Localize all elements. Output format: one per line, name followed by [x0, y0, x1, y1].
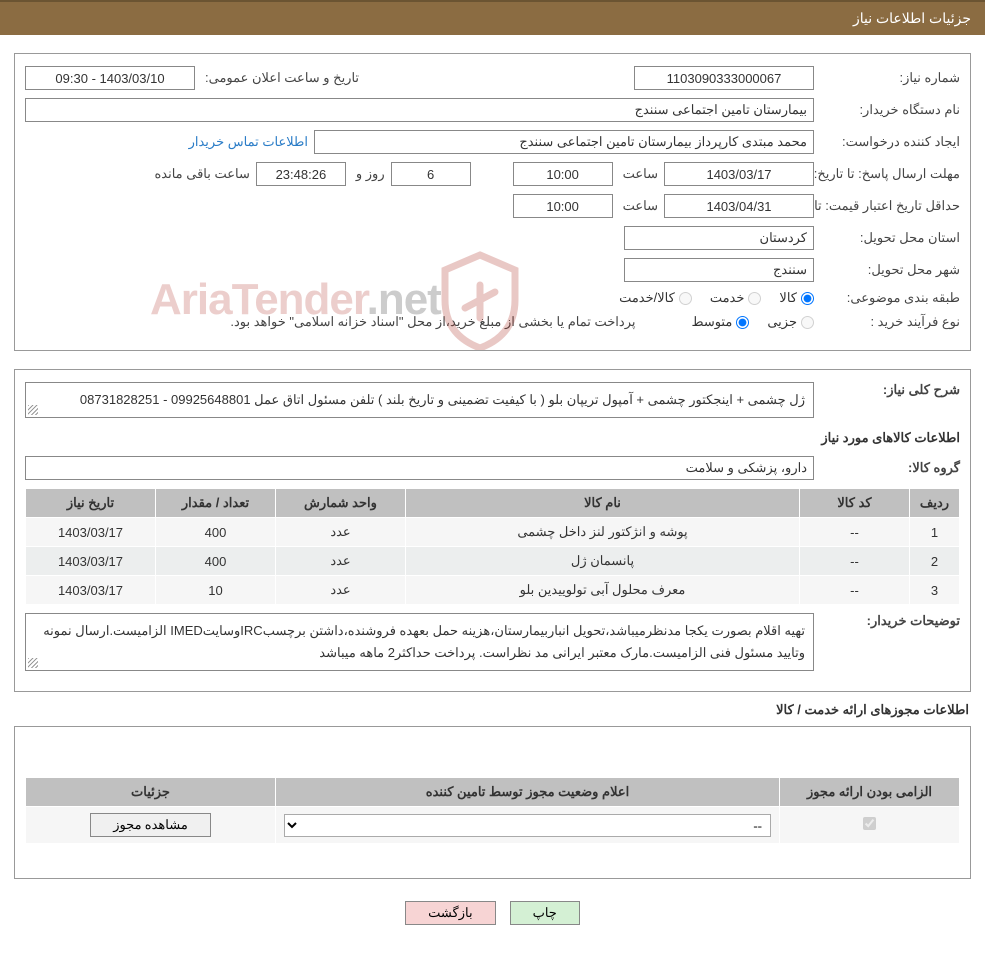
- cell-name: پوشه و انژکتور لنز داخل چشمی: [406, 518, 800, 547]
- cell-qty: 10: [156, 576, 276, 605]
- requester-field: محمد مبتدی کارپرداز بیمارستان تامین اجتم…: [314, 130, 814, 154]
- th-status: اعلام وضعیت مجوز توسط تامین کننده: [276, 778, 780, 807]
- requester-label: ایجاد کننده درخواست:: [820, 134, 960, 150]
- cell-unit: عدد: [276, 576, 406, 605]
- page-title: جزئیات اطلاعات نیاز: [853, 10, 971, 26]
- group-field: دارو، پزشکی و سلامت: [25, 456, 814, 480]
- cell-code: --: [800, 576, 910, 605]
- radio-partial-label: جزیی: [767, 314, 797, 330]
- city-field: سنندج: [624, 258, 814, 282]
- radio-goods[interactable]: [801, 292, 814, 305]
- cell-row: 3: [910, 576, 960, 605]
- desc-section: شرح کلی نیاز: ژل چشمی + اینجکتور چشمی + …: [14, 369, 971, 692]
- group-label: گروه کالا:: [820, 460, 960, 476]
- mandatory-checkbox[interactable]: [863, 817, 876, 830]
- payment-note: پرداخت تمام یا بخشی از مبلغ خرید،از محل …: [25, 314, 635, 330]
- cell-row: 1: [910, 518, 960, 547]
- table-row: 3--معرف محلول آبی تولوییدین بلوعدد101403…: [26, 576, 960, 605]
- th-unit: واحد شمارش: [276, 489, 406, 518]
- goods-info-title: اطلاعات کالاهای مورد نیاز: [25, 430, 960, 446]
- province-label: استان محل تحویل:: [820, 230, 960, 246]
- announce-label: تاریخ و ساعت اعلان عمومی:: [201, 70, 359, 86]
- radio-service-label: خدمت: [710, 290, 745, 306]
- category-radio-group: کالا خدمت کالا/خدمت: [605, 290, 814, 306]
- license-section-title: اطلاعات مجوزهای ارائه خدمت / کالا: [16, 702, 969, 718]
- th-code: کد کالا: [800, 489, 910, 518]
- cell-date: 1403/03/17: [26, 518, 156, 547]
- cell-name: معرف محلول آبی تولوییدین بلو: [406, 576, 800, 605]
- announce-field: 1403/03/10 - 09:30: [25, 66, 195, 90]
- validity-label: حداقل تاریخ اعتبار قیمت: تا تاریخ:: [820, 197, 960, 215]
- license-row: -- مشاهده مجوز: [26, 807, 960, 844]
- th-name: نام کالا: [406, 489, 800, 518]
- license-section: الزامی بودن ارائه مجوز اعلام وضعیت مجوز …: [14, 726, 971, 879]
- buyer-note-label: توضیحات خریدار:: [820, 613, 960, 629]
- cell-unit: عدد: [276, 547, 406, 576]
- radio-goods-service-label: کالا/خدمت: [619, 290, 675, 306]
- remain-label: ساعت باقی مانده: [150, 166, 249, 182]
- province-field: کردستان: [624, 226, 814, 250]
- th-mandatory: الزامی بودن ارائه مجوز: [780, 778, 960, 807]
- category-label: طبقه بندی موضوعی:: [820, 290, 960, 306]
- goods-table: ردیف کد کالا نام کالا واحد شمارش تعداد /…: [25, 488, 960, 605]
- view-license-button[interactable]: مشاهده مجوز: [90, 813, 211, 837]
- th-row: ردیف: [910, 489, 960, 518]
- th-date: تاریخ نیاز: [26, 489, 156, 518]
- process-radio-group: جزیی متوسط: [677, 314, 814, 330]
- buyer-note-text: تهیه اقلام بصورت یکجا مدنظرمیباشد،تحویل …: [25, 613, 814, 671]
- radio-medium[interactable]: [736, 316, 749, 329]
- cell-name: پانسمان ژل: [406, 547, 800, 576]
- footer-buttons: چاپ بازگشت: [0, 893, 985, 943]
- cell-date: 1403/03/17: [26, 547, 156, 576]
- status-select[interactable]: --: [284, 814, 771, 837]
- cell-qty: 400: [156, 547, 276, 576]
- need-no-label: شماره نیاز:: [820, 70, 960, 86]
- days-remain-field: 6: [391, 162, 471, 186]
- radio-goods-label: کالا: [779, 290, 797, 306]
- deadline-time-field: 10:00: [513, 162, 613, 186]
- time-label-1: ساعت: [619, 166, 658, 182]
- th-qty: تعداد / مقدار: [156, 489, 276, 518]
- buyer-org-field: بیمارستان تامین اجتماعی سنندج: [25, 98, 814, 122]
- need-no-field: 1103090333000067: [634, 66, 814, 90]
- time-label-2: ساعت: [619, 198, 658, 214]
- print-button[interactable]: چاپ: [510, 901, 580, 925]
- cell-code: --: [800, 518, 910, 547]
- table-row: 2--پانسمان ژلعدد4001403/03/17: [26, 547, 960, 576]
- cell-unit: عدد: [276, 518, 406, 547]
- deadline-date-field: 1403/03/17: [664, 162, 814, 186]
- radio-goods-service[interactable]: [679, 292, 692, 305]
- radio-medium-label: متوسط: [691, 314, 732, 330]
- license-table: الزامی بودن ارائه مجوز اعلام وضعیت مجوز …: [25, 777, 960, 844]
- resize-handle-icon[interactable]: [28, 405, 38, 415]
- cell-qty: 400: [156, 518, 276, 547]
- overall-label: شرح کلی نیاز:: [820, 382, 960, 398]
- overall-text: ژل چشمی + اینجکتور چشمی + آمپول تریپان ب…: [25, 382, 814, 418]
- validity-time-field: 10:00: [513, 194, 613, 218]
- cell-code: --: [800, 547, 910, 576]
- info-section: شماره نیاز: 1103090333000067 تاریخ و ساع…: [14, 53, 971, 351]
- days-label: روز و: [352, 166, 385, 182]
- deadline-label: مهلت ارسال پاسخ: تا تاریخ:: [820, 165, 960, 183]
- countdown-field: 23:48:26: [256, 162, 346, 186]
- validity-date-field: 1403/04/31: [664, 194, 814, 218]
- buyer-org-label: نام دستگاه خریدار:: [820, 102, 960, 118]
- resize-handle-icon[interactable]: [28, 658, 38, 668]
- table-row: 1--پوشه و انژکتور لنز داخل چشمیعدد400140…: [26, 518, 960, 547]
- th-details: جزئیات: [26, 778, 276, 807]
- page-header: جزئیات اطلاعات نیاز: [0, 0, 985, 35]
- city-label: شهر محل تحویل:: [820, 262, 960, 278]
- radio-partial[interactable]: [801, 316, 814, 329]
- cell-date: 1403/03/17: [26, 576, 156, 605]
- cell-row: 2: [910, 547, 960, 576]
- contact-link[interactable]: اطلاعات تماس خریدار: [189, 134, 308, 150]
- back-button[interactable]: بازگشت: [405, 901, 495, 925]
- process-label: نوع فرآیند خرید :: [820, 314, 960, 330]
- radio-service[interactable]: [748, 292, 761, 305]
